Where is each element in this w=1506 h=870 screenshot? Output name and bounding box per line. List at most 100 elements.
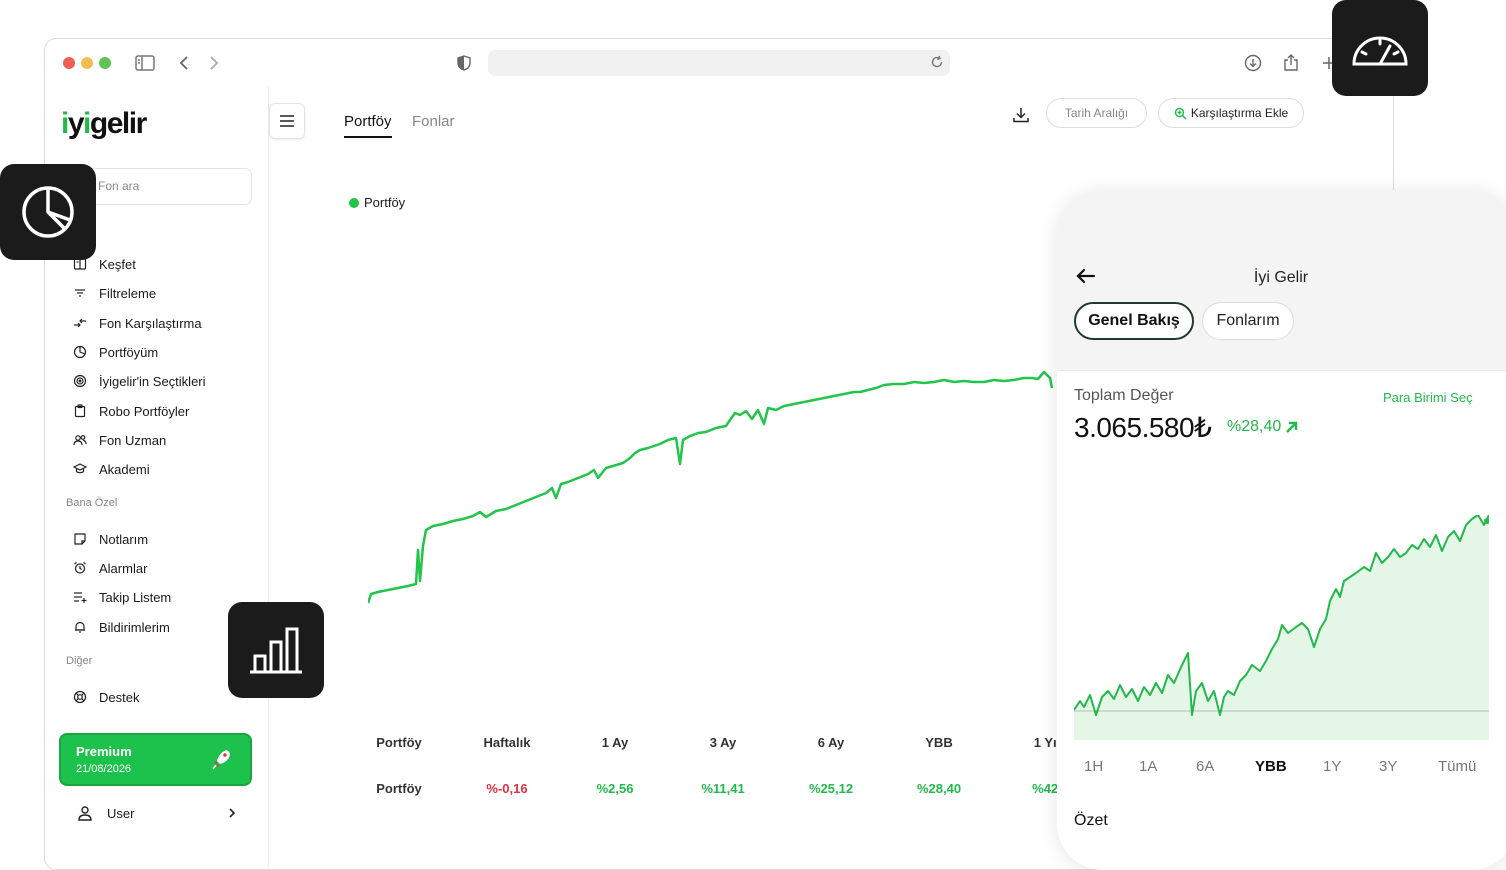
sidebar-item-akademi[interactable]: Akademi [73, 458, 150, 480]
user-icon [78, 806, 92, 821]
range-3y[interactable]: 3Y [1379, 758, 1398, 775]
sidebar-item-label: Destek [99, 689, 140, 705]
rocket-icon [212, 748, 232, 776]
premium-title: Premium [76, 744, 132, 759]
compare-arrows-icon [74, 318, 86, 328]
phone-series-line [1074, 515, 1489, 716]
share-icon[interactable] [1279, 51, 1303, 75]
summary-heading: Özet [1074, 812, 1108, 829]
sidebar-item-takip-listem[interactable]: Takip Listem [73, 586, 171, 608]
browser-toolbar [45, 39, 1393, 87]
arrow-up-right-icon [1286, 421, 1298, 433]
sidebar-item-label: Alarmlar [99, 560, 148, 576]
section-title-bana-ozel: Bana Özel [66, 497, 118, 509]
hamburger-menu-button[interactable] [269, 103, 305, 139]
add-comparison-button[interactable]: Karşılaştırma Ekle [1158, 98, 1304, 128]
pie-chart-icon [22, 186, 74, 238]
sidebar-item-fon-uzman[interactable]: Fon Uzman [73, 429, 166, 451]
table-cell-ybb: %28,40 [916, 781, 962, 796]
forward-chevron-icon[interactable] [202, 51, 226, 75]
range-1a[interactable]: 1A [1139, 758, 1158, 775]
sidebar-item-iyigelir-sectikleri[interactable]: İyigelir'in Seçtikleri [73, 370, 206, 392]
total-value: 3.065.580₺ [1074, 412, 1212, 443]
range-tumu[interactable]: Tümü [1438, 758, 1477, 775]
logo[interactable]: iyigelir [61, 107, 147, 141]
total-value-label: Toplam Değer [1074, 387, 1174, 404]
sidebar-item-alarmlar[interactable]: Alarmlar [73, 557, 147, 579]
speedometer-badge[interactable] [1332, 0, 1428, 96]
sidebar-item-label: Bildirimlerim [99, 619, 170, 635]
sidebar: iyigelir Fon ara Keşfet Filtreleme Fon K… [45, 87, 269, 869]
table-header-portfoy: Portföy [376, 735, 422, 750]
note-icon [74, 533, 86, 545]
shield-icon [452, 51, 476, 75]
sidebar-item-label: Akademi [99, 461, 150, 477]
range-6a[interactable]: 6A [1196, 758, 1215, 775]
premium-date: 21/08/2026 [76, 763, 132, 775]
tab-fonlarim[interactable]: Fonlarım [1202, 302, 1294, 340]
back-arrow-icon[interactable] [1074, 264, 1098, 288]
sidebar-item-destek[interactable]: Destek [73, 686, 139, 708]
sidebar-item-robo-portfoyler[interactable]: Robo Portföyler [73, 400, 189, 422]
legend-label: Portföy [364, 195, 406, 210]
table-cell-portfoy: Portföy [376, 781, 422, 796]
tab-genel-bakis[interactable]: Genel Bakış [1074, 302, 1194, 340]
address-bar[interactable] [488, 50, 950, 76]
alarm-clock-icon [74, 562, 86, 574]
table-cell-1-ay: %2,56 [596, 781, 634, 796]
sidebar-toggle-icon[interactable] [133, 51, 157, 75]
sidebar-item-label: Filtreleme [99, 285, 157, 301]
sidebar-item-label: Notlarım [99, 531, 149, 547]
minimize-window-dot[interactable] [81, 57, 93, 69]
download-icon [1013, 108, 1029, 123]
sidebar-item-bildirimlerim[interactable]: Bildirimlerim [73, 616, 170, 638]
tab-fonlar[interactable]: Fonlar [412, 113, 455, 130]
sidebar-item-notlarim[interactable]: Notlarım [73, 528, 148, 550]
legend-dot [349, 197, 359, 208]
sidebar-item-label: Fon Karşılaştırma [99, 315, 202, 331]
download-circle-icon[interactable] [1241, 51, 1265, 75]
user-menu[interactable]: User [77, 803, 237, 823]
table-cell-3-ay: %11,41 [701, 781, 745, 796]
graduation-cap-icon [73, 463, 87, 474]
date-range-button[interactable]: Tarih Aralığı [1046, 98, 1147, 128]
tab-portfoy[interactable]: Portföy [344, 113, 392, 138]
table-header-6-ay: 6 Ay [817, 735, 845, 750]
back-chevron-icon[interactable] [172, 51, 196, 75]
sidebar-item-label: Robo Portföyler [99, 403, 190, 419]
chart-legend[interactable]: Portföy [349, 195, 405, 210]
sidebar-item-filtreleme[interactable]: Filtreleme [73, 282, 156, 304]
sidebar-item-kesfet[interactable]: Keşfet [73, 253, 136, 275]
pie-chart-icon [73, 345, 87, 359]
sidebar-item-fon-karsilastirma[interactable]: Fon Karşılaştırma [73, 312, 202, 334]
bar-chart-badge[interactable] [228, 602, 324, 698]
table-header-1-yil: 1 Yıl [1033, 735, 1061, 750]
close-window-dot[interactable] [63, 57, 75, 69]
filter-lines-icon [75, 289, 85, 297]
mobile-app-mockup: İyi Gelir Genel Bakış Fonlarım Toplam De… [1057, 190, 1506, 870]
portfolio-line-chart [368, 370, 1054, 604]
download-button[interactable] [1011, 105, 1031, 125]
currency-select-link[interactable]: Para Birimi Seç [1383, 390, 1473, 405]
phone-header: İyi Gelir Genel Bakış Fonlarım [1057, 190, 1506, 371]
sidebar-item-label: İyigelir'in Seçtikleri [99, 373, 206, 389]
section-title-diger: Diğer [66, 655, 93, 667]
range-1y[interactable]: 1Y [1323, 758, 1342, 775]
pie-chart-badge[interactable] [0, 164, 96, 260]
phone-series-end-point [1484, 518, 1489, 524]
main-content: Portföy Fonlar Tarih Aralığı Karşılaştır… [269, 87, 1393, 869]
maximize-window-dot[interactable] [99, 57, 111, 69]
phone-title: İyi Gelir [1253, 269, 1309, 286]
reload-icon[interactable] [930, 55, 944, 74]
sidebar-item-portfoyum[interactable]: Portföyüm [73, 341, 158, 363]
sidebar-item-label: Takip Listem [99, 589, 172, 605]
premium-card[interactable]: Premium 21/08/2026 [59, 733, 252, 786]
hamburger-icon [280, 115, 294, 127]
chevron-right-icon [229, 808, 236, 818]
speedometer-icon [1352, 36, 1408, 66]
range-ybb[interactable]: YBB [1255, 758, 1287, 775]
range-1h[interactable]: 1H [1084, 758, 1104, 775]
sidebar-item-label: Portföyüm [99, 344, 159, 360]
change-percent-value: %28,40 [1227, 418, 1282, 435]
table-header-ybb: YBB [925, 735, 953, 750]
